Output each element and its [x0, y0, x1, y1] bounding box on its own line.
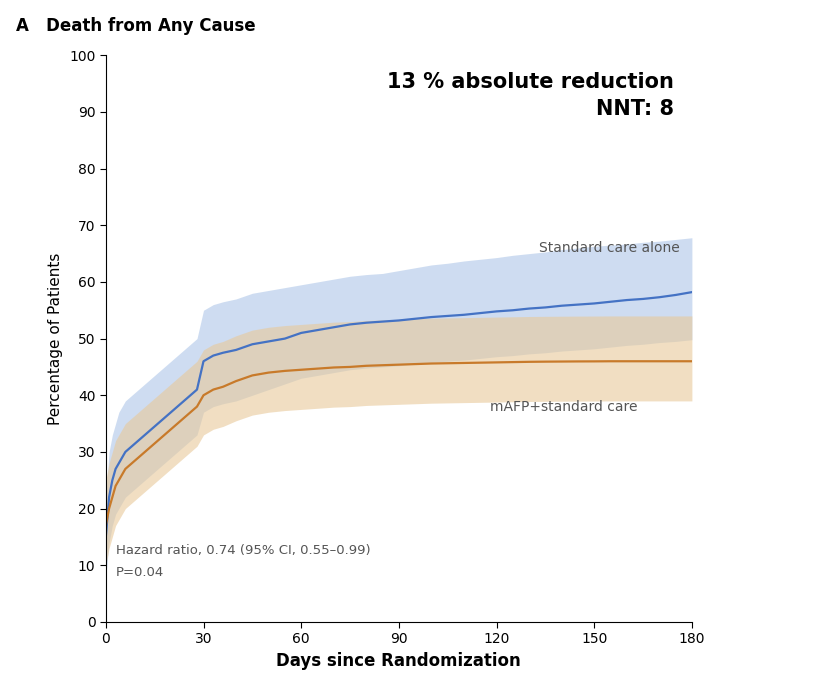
Text: Hazard ratio, 0.74 (95% CI, 0.55–0.99): Hazard ratio, 0.74 (95% CI, 0.55–0.99)	[116, 544, 370, 557]
Text: Standard care alone: Standard care alone	[539, 241, 680, 255]
X-axis label: Days since Randomization: Days since Randomization	[277, 652, 521, 670]
Text: 13 % absolute reduction
NNT: 8: 13 % absolute reduction NNT: 8	[387, 73, 674, 119]
Y-axis label: Percentage of Patients: Percentage of Patients	[49, 252, 63, 425]
Text: mAFP+standard care: mAFP+standard care	[490, 399, 637, 414]
Text: A   Death from Any Cause: A Death from Any Cause	[16, 17, 256, 35]
Text: P=0.04: P=0.04	[116, 567, 164, 579]
